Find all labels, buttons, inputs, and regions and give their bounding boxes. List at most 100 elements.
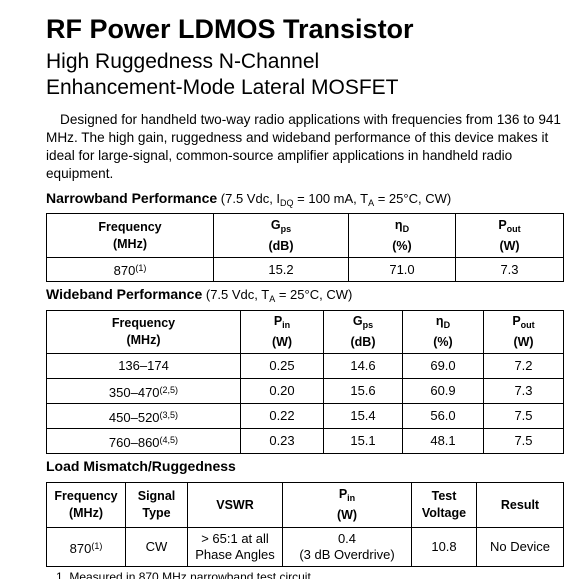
cell-line: 7.5 bbox=[484, 408, 563, 424]
text: 15.2 bbox=[268, 261, 294, 277]
cell: 0.22 bbox=[240, 403, 324, 429]
text: 0.22 bbox=[269, 408, 295, 423]
text: 760–860 bbox=[108, 434, 160, 450]
text: 60.9 bbox=[430, 383, 456, 398]
cell-line: 0.4 bbox=[283, 531, 411, 547]
cell: 69.0 bbox=[402, 353, 484, 379]
superscript: (2,5) bbox=[159, 384, 179, 395]
cell: 71.0 bbox=[348, 257, 456, 282]
cell-line: Result bbox=[477, 497, 563, 514]
cell: 15.2 bbox=[213, 257, 349, 282]
cell: 7.2 bbox=[483, 353, 564, 379]
text: > 65:1 at all bbox=[201, 531, 269, 546]
subscript: in bbox=[347, 493, 356, 503]
text: Phase Angles bbox=[195, 547, 275, 562]
cell-line: (W) bbox=[241, 334, 323, 351]
text: 0.20 bbox=[269, 383, 295, 398]
text: = 100 mA, T bbox=[293, 191, 369, 206]
cell-line: Gps bbox=[324, 313, 402, 334]
cell-line: Pout bbox=[484, 313, 563, 334]
cell-line: 450–520(3,5) bbox=[47, 407, 240, 426]
subscript: out bbox=[506, 223, 521, 234]
cell: 7.5 bbox=[483, 403, 564, 429]
cell-line: (%) bbox=[349, 238, 455, 255]
cell-line: Test bbox=[412, 488, 476, 505]
subscript: out bbox=[520, 320, 535, 330]
cell: 15.1 bbox=[323, 428, 403, 454]
text: (7.5 Vdc, I bbox=[220, 191, 281, 206]
cell-line: 136–174 bbox=[47, 358, 240, 374]
cell-line: Pin bbox=[241, 313, 323, 334]
text: (W) bbox=[513, 335, 534, 349]
footnote: 1. Measured in 870 MHz narrowband test c… bbox=[56, 570, 315, 579]
cell-line: (MHz) bbox=[47, 505, 125, 522]
text: No Device bbox=[490, 539, 550, 554]
section-heading: Wideband Performance (7.5 Vdc, TA = 25°C… bbox=[46, 286, 352, 304]
text: Result bbox=[500, 497, 540, 512]
cell-line: ηD bbox=[349, 217, 455, 238]
cell-line: CW bbox=[126, 539, 187, 555]
text: 7.5 bbox=[514, 408, 533, 423]
subscript: ps bbox=[362, 320, 374, 330]
text: = 25°C, CW) bbox=[374, 191, 452, 206]
text: 56.0 bbox=[430, 408, 456, 423]
superscript: (4,5) bbox=[159, 434, 179, 445]
cell-line: 10.8 bbox=[412, 539, 476, 555]
cell: 15.6 bbox=[323, 378, 403, 404]
section-heading: Narrowband Performance (7.5 Vdc, IDQ = 1… bbox=[46, 190, 451, 208]
cell-line: Signal bbox=[126, 488, 187, 505]
text: 350–470 bbox=[108, 384, 160, 400]
cell: 10.8 bbox=[411, 527, 477, 567]
text: 7.5 bbox=[514, 433, 533, 448]
text: (%) bbox=[392, 238, 412, 253]
header-row: Frequency (MHz) Pin (W) Gps (dB) ηD (%) Pout (W) bbox=[46, 310, 564, 354]
row: 870(1) CW > 65:1 at all Phase Angles 0.4 (3 d… bbox=[46, 527, 564, 567]
cell-line: 60.9 bbox=[403, 383, 483, 399]
superscript: (1) bbox=[91, 540, 103, 551]
text: 450–520 bbox=[108, 409, 160, 425]
text: (%) bbox=[433, 335, 453, 349]
row: 350–470(2,5) 0.20 15.6 60.9 7.3 bbox=[46, 378, 564, 404]
subscript: ps bbox=[280, 223, 292, 234]
header-cell: Pout (W) bbox=[455, 213, 564, 258]
header-cell: Pin (W) bbox=[282, 482, 412, 528]
text: 15.1 bbox=[350, 433, 376, 448]
text: Test bbox=[431, 489, 457, 503]
row: 136–174 0.25 14.6 69.0 7.2 bbox=[46, 353, 564, 379]
table: Frequency (MHz) Signal Type VSWR Pin (W) Test Vo… bbox=[46, 482, 564, 567]
subscript: DQ bbox=[280, 198, 294, 208]
cell-line: 48.1 bbox=[403, 433, 483, 449]
cell: 0.4 (3 dB Overdrive) bbox=[282, 527, 412, 567]
cell-line: 7.3 bbox=[484, 383, 563, 399]
cell: 48.1 bbox=[402, 428, 484, 454]
cell-line: 0.23 bbox=[241, 433, 323, 449]
cell-line: 7.2 bbox=[484, 358, 563, 374]
cell-line: Type bbox=[126, 505, 187, 522]
cell-line: (MHz) bbox=[47, 332, 240, 349]
text: η bbox=[394, 217, 403, 232]
text: P bbox=[273, 314, 283, 328]
row: 450–520(3,5) 0.22 15.4 56.0 7.5 bbox=[46, 403, 564, 429]
text: 71.0 bbox=[389, 261, 415, 277]
cell-line: 7.5 bbox=[484, 433, 563, 449]
text: 69.0 bbox=[430, 358, 456, 373]
subscript: A bbox=[269, 294, 276, 304]
cell-line: (MHz) bbox=[47, 236, 213, 253]
header-cell: Test Voltage bbox=[411, 482, 477, 528]
cell-line: Frequency bbox=[47, 219, 213, 236]
text: (MHz) bbox=[68, 506, 103, 520]
text: 15.6 bbox=[350, 383, 376, 398]
table: Frequency (MHz) Gps (dB) ηD (%) Pout (W) 870(1) 1… bbox=[46, 213, 564, 282]
cell-line: 0.22 bbox=[241, 408, 323, 424]
cell-line: Pout bbox=[456, 217, 563, 238]
cell-line: (W) bbox=[456, 238, 563, 255]
cell-line: Pin bbox=[283, 486, 411, 507]
cell: 760–860(4,5) bbox=[46, 428, 241, 454]
cell-line: > 65:1 at all bbox=[188, 531, 282, 547]
text: (dB) bbox=[350, 335, 376, 349]
header-cell: Pin (W) bbox=[240, 310, 324, 354]
text: 0.23 bbox=[269, 433, 295, 448]
cell-line: Gps bbox=[214, 217, 348, 238]
cell-line: 350–470(2,5) bbox=[47, 382, 240, 401]
superscript: (3,5) bbox=[159, 409, 179, 420]
